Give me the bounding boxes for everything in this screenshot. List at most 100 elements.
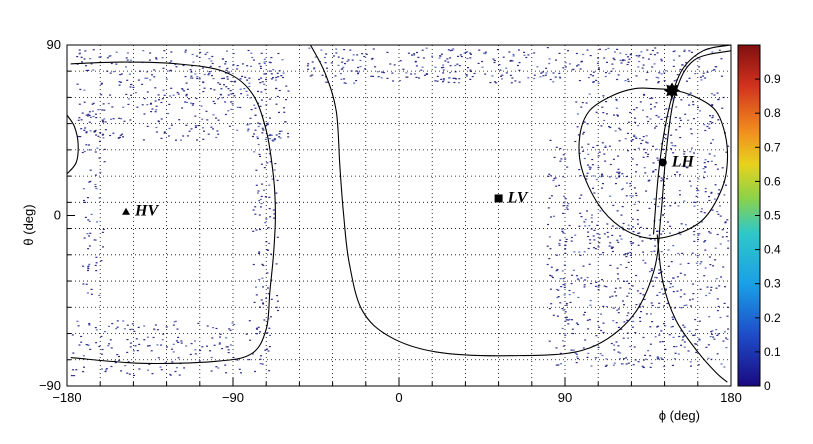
heatmap-cell bbox=[664, 134, 667, 136]
heatmap-cell bbox=[241, 75, 244, 77]
heatmap-cell bbox=[697, 364, 700, 366]
heatmap-cell bbox=[657, 357, 660, 359]
heatmap-cell bbox=[95, 262, 98, 264]
heatmap-cell bbox=[642, 259, 645, 261]
heatmap-cell bbox=[568, 289, 571, 292]
heatmap-cell bbox=[234, 80, 237, 82]
heatmap-cell bbox=[703, 124, 706, 126]
heatmap-cell bbox=[269, 62, 272, 64]
heatmap-cell bbox=[708, 199, 711, 202]
heatmap-cell bbox=[265, 78, 267, 81]
heatmap-cell bbox=[156, 344, 159, 346]
heatmap-cell bbox=[212, 114, 215, 116]
heatmap-cell bbox=[698, 58, 701, 60]
heatmap-cell bbox=[691, 298, 694, 300]
colorbar-tick-label: 0 bbox=[764, 379, 771, 393]
heatmap-cell bbox=[266, 148, 269, 150]
heatmap-cell bbox=[364, 68, 366, 70]
heatmap-cell bbox=[623, 254, 626, 256]
heatmap-cell bbox=[672, 277, 675, 279]
heatmap-cell bbox=[120, 81, 122, 83]
heatmap-cell bbox=[661, 341, 664, 343]
heatmap-cell bbox=[583, 251, 586, 253]
heatmap-cell bbox=[92, 102, 95, 104]
heatmap-cell bbox=[171, 124, 173, 126]
heatmap-cell bbox=[717, 213, 720, 215]
heatmap-cell bbox=[466, 75, 468, 77]
heatmap-cell bbox=[500, 75, 502, 77]
heatmap-cell bbox=[196, 76, 199, 78]
heatmap-cell bbox=[663, 80, 666, 82]
heatmap-cell bbox=[128, 373, 131, 375]
heatmap-cell bbox=[246, 79, 249, 81]
heatmap-cell bbox=[167, 112, 170, 115]
heatmap-cell bbox=[172, 343, 175, 345]
heatmap-cell bbox=[689, 305, 692, 307]
heatmap-cell bbox=[692, 152, 695, 154]
heatmap-cell bbox=[313, 68, 316, 70]
heatmap-cell bbox=[454, 64, 457, 67]
heatmap-cell bbox=[451, 49, 454, 51]
heatmap-cell bbox=[672, 97, 675, 99]
heatmap-cell bbox=[353, 82, 356, 84]
heatmap-cell bbox=[190, 75, 193, 77]
heatmap-cell bbox=[109, 55, 112, 57]
heatmap-cell bbox=[452, 77, 455, 79]
heatmap-cell bbox=[230, 101, 232, 103]
heatmap-cell bbox=[559, 352, 562, 354]
heatmap-cell bbox=[262, 303, 265, 305]
heatmap-cell bbox=[326, 81, 328, 83]
heatmap-cell bbox=[245, 90, 248, 92]
heatmap-cell bbox=[83, 237, 86, 239]
heatmap-cell bbox=[659, 341, 662, 343]
heatmap-cell bbox=[711, 333, 714, 335]
heatmap-cell bbox=[110, 347, 113, 349]
heatmap-cell bbox=[449, 72, 452, 74]
heatmap-cell bbox=[549, 248, 552, 250]
heatmap-cell bbox=[681, 252, 684, 254]
heatmap-cell bbox=[436, 75, 439, 77]
heatmap-cell bbox=[711, 104, 714, 106]
heatmap-cell bbox=[647, 350, 650, 352]
heatmap-cell bbox=[601, 187, 603, 189]
heatmap-cell bbox=[645, 358, 647, 360]
heatmap-cell bbox=[562, 212, 565, 214]
heatmap-cell bbox=[211, 75, 213, 77]
heatmap-cell bbox=[672, 336, 675, 338]
heatmap-cell bbox=[151, 373, 154, 375]
heatmap-cell bbox=[449, 57, 452, 59]
heatmap-cell bbox=[313, 67, 316, 69]
heatmap-cell bbox=[671, 325, 674, 328]
heatmap-cell bbox=[89, 58, 92, 60]
heatmap-cell bbox=[533, 52, 536, 54]
heatmap-cell bbox=[143, 339, 146, 341]
heatmap-cell bbox=[241, 63, 244, 65]
heatmap-cell bbox=[633, 109, 636, 111]
heatmap-cell bbox=[637, 223, 639, 225]
heatmap-cell bbox=[581, 146, 584, 148]
heatmap-cell bbox=[692, 118, 695, 120]
heatmap-cell bbox=[226, 78, 229, 80]
heatmap-cell bbox=[277, 76, 280, 78]
heatmap-cell bbox=[162, 333, 165, 335]
heatmap-cell bbox=[660, 118, 663, 120]
heatmap-cell bbox=[717, 333, 720, 335]
heatmap-cell bbox=[625, 363, 628, 365]
heatmap-cell bbox=[650, 251, 653, 253]
heatmap-cell bbox=[585, 175, 588, 177]
heatmap-cell bbox=[697, 106, 699, 108]
heatmap-cell bbox=[307, 63, 310, 65]
heatmap-cell bbox=[656, 358, 659, 360]
heatmap-cell bbox=[626, 295, 629, 297]
heatmap-cell bbox=[580, 106, 583, 108]
heatmap-cell bbox=[270, 57, 273, 59]
heatmap-cell bbox=[591, 164, 594, 166]
heatmap-cell bbox=[246, 94, 249, 96]
heatmap-cell bbox=[224, 364, 227, 366]
heatmap-cell bbox=[481, 66, 484, 68]
heatmap-cell bbox=[399, 60, 402, 62]
heatmap-cell bbox=[365, 53, 368, 55]
heatmap-cell bbox=[458, 65, 461, 67]
heatmap-cell bbox=[609, 163, 612, 166]
heatmap-cell bbox=[646, 49, 649, 51]
